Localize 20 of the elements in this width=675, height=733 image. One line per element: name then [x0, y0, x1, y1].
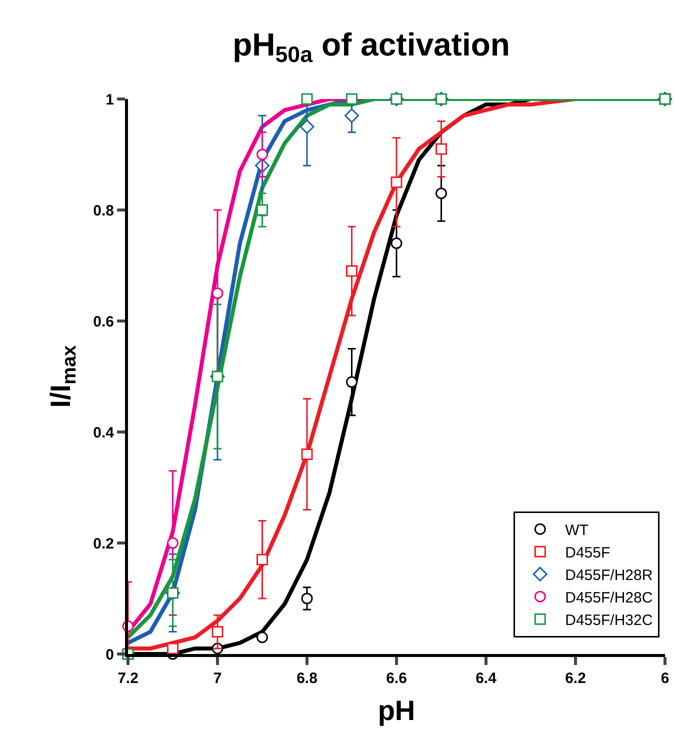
- x-tick-label: 6.6: [386, 670, 407, 687]
- x-tick-label: 6: [660, 670, 670, 687]
- x-tick-label: 6.8: [296, 670, 318, 687]
- legend-label: D455F: [565, 544, 610, 562]
- legend-label: D455F/H32C: [565, 612, 653, 629]
- x-tick-label: 6.2: [565, 670, 586, 687]
- legend-label: WT: [565, 522, 588, 539]
- y-tick-label: 0.2: [93, 535, 114, 552]
- y-tick-label: 0.6: [93, 313, 114, 330]
- legend-label: D455F/H28R: [565, 566, 653, 584]
- y-tick-label: 0.8: [93, 202, 114, 220]
- y-tick-label: 0.4: [93, 424, 115, 442]
- legend-label: D455F/H28C: [565, 589, 653, 606]
- y-tick-label: 0: [106, 646, 114, 664]
- x-tick-label: 7.2: [118, 670, 138, 687]
- y-tick-label: 1: [106, 91, 114, 108]
- chart-title: pH$_{50a}$ of activation: [232, 26, 510, 68]
- x-tick-label: 6.4: [476, 670, 498, 687]
- x-tick-label: 7: [213, 670, 222, 687]
- x-axis-title: pH: [378, 695, 416, 726]
